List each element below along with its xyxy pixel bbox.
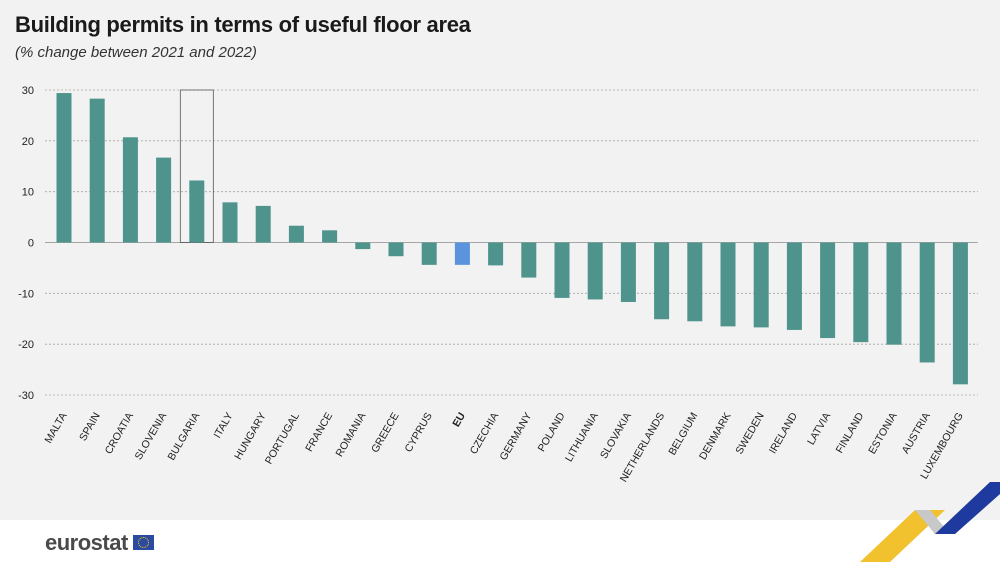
bar-sweden	[753, 242, 769, 328]
bar-ireland	[786, 242, 802, 330]
x-tick-label: ROMANIA	[333, 411, 368, 459]
bar-denmark	[720, 242, 736, 327]
bar-chart: 30 20 10 0 -10 -20 -30 MALTA SPAIN CROATIASLOVENI…	[18, 85, 978, 484]
x-tick-label: DENMARK	[697, 411, 734, 462]
bar-romania	[355, 242, 371, 250]
x-tick-label: SLOVAKIA	[598, 411, 634, 461]
bar-netherlands	[654, 242, 670, 320]
bar-estonia	[886, 242, 902, 345]
bar-belgium	[687, 242, 703, 322]
bar-bulgaria	[189, 180, 205, 243]
bar-croatia	[122, 137, 138, 243]
x-tick-label: SWEDEN	[733, 411, 766, 457]
x-tick-label: ITALY	[211, 411, 235, 441]
y-tick-label: -20	[18, 339, 34, 351]
x-tick-label: BELGIUM	[666, 411, 700, 458]
corner-decoration-icon	[860, 482, 1000, 562]
x-tick-label: CZECHIA	[468, 410, 501, 456]
x-tick-label: POLAND	[536, 410, 568, 454]
x-tick-label: FRANCE	[303, 411, 335, 454]
footer-bar	[0, 520, 1000, 562]
bar-malta	[56, 93, 72, 243]
x-tick-label: CROATIA	[103, 411, 136, 457]
bar-lithuania	[587, 242, 603, 300]
bar-latvia	[820, 242, 836, 339]
x-tick-label: EU	[450, 411, 468, 430]
y-tick-label: -30	[18, 390, 34, 402]
y-tick-label: -10	[18, 288, 34, 300]
bar-austria	[919, 242, 935, 363]
bar-hungary	[255, 205, 271, 243]
x-tick-label: SLOVENIA	[133, 411, 170, 462]
chart-subtitle: (% change between 2021 and 2022)	[15, 44, 257, 61]
x-tick-label: AUSTRIA	[900, 411, 933, 456]
bar-slovakia	[620, 242, 636, 302]
x-tick-label: BULGARIA	[165, 411, 202, 463]
x-tick-label: SPAIN	[77, 411, 103, 444]
x-tick-label: GREECE	[369, 411, 402, 455]
y-tick-label: 0	[28, 238, 34, 250]
x-tick-label: CYPRUS	[403, 411, 435, 455]
bar-france	[322, 230, 338, 243]
bar-slovenia	[156, 157, 172, 243]
x-tick-label: LITHUANIA	[563, 411, 601, 464]
x-tick-label: IRELAND	[767, 410, 800, 456]
bar-eu	[454, 242, 470, 265]
eurostat-logo: eurostat	[45, 530, 128, 555]
bar-germany	[521, 242, 537, 278]
y-tick-label: 10	[22, 187, 34, 199]
bar-italy	[222, 202, 238, 243]
bar-czechia	[488, 242, 504, 266]
x-tick-label: ESTONIA	[866, 411, 899, 457]
x-tick-label: PORTUGAL	[263, 410, 302, 466]
bar-greece	[388, 242, 404, 257]
bar-luxembourg	[952, 242, 968, 385]
bar-poland	[554, 242, 570, 298]
eu-flag-icon	[133, 535, 154, 550]
bar-finland	[853, 242, 869, 343]
y-tick-label: 20	[22, 136, 34, 148]
y-tick-label: 30	[22, 85, 34, 97]
bar-cyprus	[421, 242, 437, 265]
x-tick-label: MALTA	[42, 411, 69, 446]
x-tick-label: GERMANY	[497, 411, 534, 463]
x-tick-label: FINLAND	[834, 410, 867, 455]
bar-spain	[89, 98, 105, 243]
bar-portugal	[288, 225, 304, 243]
x-tick-label: LATVIA	[805, 411, 833, 448]
chart-title: Building permits in terms of useful floo…	[15, 12, 471, 37]
x-tick-label: HUNGARY	[232, 411, 269, 462]
